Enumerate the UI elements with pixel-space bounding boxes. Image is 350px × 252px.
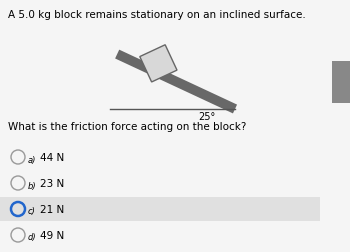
Text: 23 N: 23 N — [40, 178, 64, 188]
Text: What is the friction force acting on the block?: What is the friction force acting on the… — [8, 121, 246, 132]
Text: d): d) — [28, 233, 37, 241]
Text: 44 N: 44 N — [40, 152, 64, 162]
Text: a): a) — [28, 155, 36, 164]
FancyBboxPatch shape — [332, 62, 350, 104]
Text: 25°: 25° — [198, 112, 216, 121]
FancyBboxPatch shape — [0, 197, 320, 221]
Text: A 5.0 kg block remains stationary on an inclined surface.: A 5.0 kg block remains stationary on an … — [8, 10, 306, 20]
Text: c): c) — [28, 207, 36, 216]
Text: 21 N: 21 N — [40, 204, 64, 214]
Text: <: < — [336, 78, 346, 88]
Text: b): b) — [28, 181, 37, 190]
Polygon shape — [140, 46, 177, 83]
Text: 49 N: 49 N — [40, 230, 64, 240]
